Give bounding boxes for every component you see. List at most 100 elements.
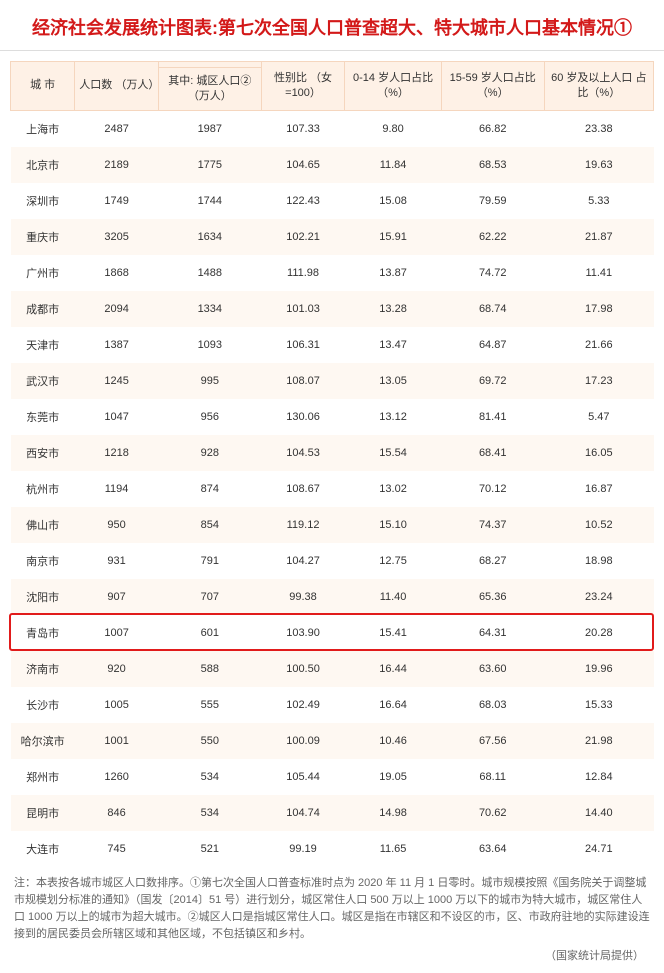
cell-pop: 2487	[75, 110, 159, 147]
cell-city: 青岛市	[11, 615, 75, 651]
cell-urban: 1334	[158, 291, 261, 327]
cell-city: 南京市	[11, 543, 75, 579]
cell-city: 天津市	[11, 327, 75, 363]
cell-a014: 16.64	[345, 687, 441, 723]
cell-a1559: 69.72	[441, 363, 544, 399]
cell-pop: 2094	[75, 291, 159, 327]
cell-sex: 106.31	[261, 327, 345, 363]
table-row: 昆明市846534104.7414.9870.6214.40	[11, 795, 654, 831]
cell-a1559: 79.59	[441, 183, 544, 219]
cell-sex: 104.65	[261, 147, 345, 183]
cell-sex: 101.03	[261, 291, 345, 327]
cell-a60: 10.52	[544, 507, 653, 543]
cell-city: 哈尔滨市	[11, 723, 75, 759]
cell-sex: 100.09	[261, 723, 345, 759]
th-city: 城 市	[11, 62, 75, 111]
cell-a014: 14.98	[345, 795, 441, 831]
table-row: 天津市13871093106.3113.4764.8721.66	[11, 327, 654, 363]
cell-a1559: 68.74	[441, 291, 544, 327]
cell-urban: 550	[158, 723, 261, 759]
cell-urban: 1987	[158, 110, 261, 147]
page-title: 经济社会发展统计图表:第七次全国人口普查超大、特大城市人口基本情况①	[0, 0, 664, 51]
cell-sex: 107.33	[261, 110, 345, 147]
cell-a1559: 68.03	[441, 687, 544, 723]
cell-a1559: 67.56	[441, 723, 544, 759]
cell-a1559: 74.72	[441, 255, 544, 291]
cell-a014: 12.75	[345, 543, 441, 579]
table-row: 成都市20941334101.0313.2868.7417.98	[11, 291, 654, 327]
cell-city: 东莞市	[11, 399, 75, 435]
table-row: 沈阳市90770799.3811.4065.3623.24	[11, 579, 654, 615]
cell-pop: 846	[75, 795, 159, 831]
cell-a014: 13.28	[345, 291, 441, 327]
cell-a60: 19.96	[544, 651, 653, 687]
cell-urban: 601	[158, 615, 261, 651]
cell-city: 重庆市	[11, 219, 75, 255]
cell-pop: 907	[75, 579, 159, 615]
cell-a014: 10.46	[345, 723, 441, 759]
cell-a60: 16.05	[544, 435, 653, 471]
footnote-text: 注：本表按各城市城区人口数排序。①第七次全国人口普查标准时点为 2020 年 1…	[0, 867, 664, 945]
cell-a60: 23.24	[544, 579, 653, 615]
cell-a014: 15.91	[345, 219, 441, 255]
cell-a60: 14.40	[544, 795, 653, 831]
cell-a1559: 65.36	[441, 579, 544, 615]
source-text: （国家统计局提供）	[0, 945, 664, 973]
cell-a1559: 74.37	[441, 507, 544, 543]
cell-a60: 5.33	[544, 183, 653, 219]
cell-a1559: 68.41	[441, 435, 544, 471]
cell-urban: 534	[158, 759, 261, 795]
cell-a1559: 68.11	[441, 759, 544, 795]
cell-a1559: 63.64	[441, 831, 544, 867]
cell-a1559: 63.60	[441, 651, 544, 687]
cell-sex: 104.27	[261, 543, 345, 579]
cell-city: 上海市	[11, 110, 75, 147]
cell-sex: 99.38	[261, 579, 345, 615]
table-row: 长沙市1005555102.4916.6468.0315.33	[11, 687, 654, 723]
cell-sex: 108.67	[261, 471, 345, 507]
cell-sex: 103.90	[261, 615, 345, 651]
cell-a014: 19.05	[345, 759, 441, 795]
cell-urban: 1744	[158, 183, 261, 219]
cell-city: 济南市	[11, 651, 75, 687]
cell-sex: 99.19	[261, 831, 345, 867]
cell-sex: 105.44	[261, 759, 345, 795]
cell-urban: 854	[158, 507, 261, 543]
cell-a60: 24.71	[544, 831, 653, 867]
cell-city: 郑州市	[11, 759, 75, 795]
cell-pop: 950	[75, 507, 159, 543]
cell-a60: 15.33	[544, 687, 653, 723]
cell-urban: 1775	[158, 147, 261, 183]
cell-a014: 9.80	[345, 110, 441, 147]
cell-sex: 122.43	[261, 183, 345, 219]
cell-a014: 13.05	[345, 363, 441, 399]
cell-a60: 21.66	[544, 327, 653, 363]
cell-a014: 13.02	[345, 471, 441, 507]
cell-a60: 23.38	[544, 110, 653, 147]
cell-urban: 1634	[158, 219, 261, 255]
cell-city: 武汉市	[11, 363, 75, 399]
cell-urban: 874	[158, 471, 261, 507]
cell-a014: 15.10	[345, 507, 441, 543]
cell-sex: 108.07	[261, 363, 345, 399]
cell-pop: 1749	[75, 183, 159, 219]
th-age-0-14: 0-14 岁人口占比 （%）	[345, 62, 441, 111]
cell-sex: 102.21	[261, 219, 345, 255]
cell-a014: 13.12	[345, 399, 441, 435]
cell-a014: 13.87	[345, 255, 441, 291]
table-row: 重庆市32051634102.2115.9162.2221.87	[11, 219, 654, 255]
cell-pop: 1387	[75, 327, 159, 363]
cell-pop: 1005	[75, 687, 159, 723]
cell-pop: 1047	[75, 399, 159, 435]
table-row: 大连市74552199.1911.6563.6424.71	[11, 831, 654, 867]
cell-a1559: 68.27	[441, 543, 544, 579]
th-age-15-59: 15-59 岁人口占比 （%）	[441, 62, 544, 111]
cell-a014: 15.41	[345, 615, 441, 651]
cell-city: 大连市	[11, 831, 75, 867]
th-age-60-plus: 60 岁及以上人口 占比（%）	[544, 62, 653, 111]
cell-a1559: 81.41	[441, 399, 544, 435]
table-header: 城 市 人口数 （万人） 性别比 （女 =100） 0-14 岁人口占比 （%）…	[11, 62, 654, 111]
cell-a014: 13.47	[345, 327, 441, 363]
cell-urban: 534	[158, 795, 261, 831]
cell-pop: 1868	[75, 255, 159, 291]
